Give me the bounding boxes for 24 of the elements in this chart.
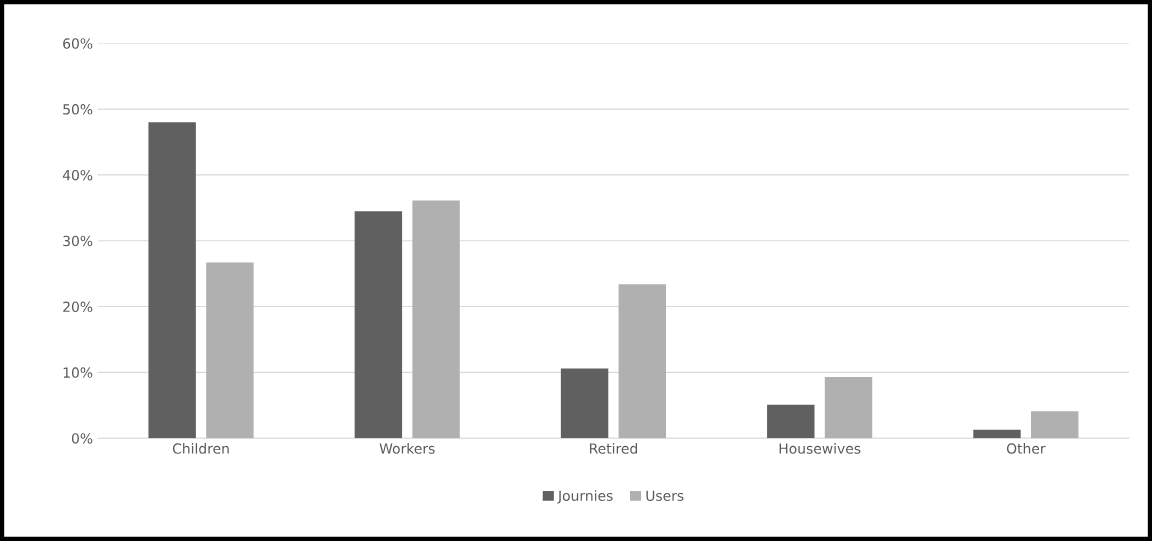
x-tick-label: Other (1006, 443, 1046, 454)
x-tick-label: Children (172, 443, 229, 454)
bar (824, 377, 873, 439)
x-tick-label: Retired (589, 443, 637, 454)
bar (560, 368, 609, 439)
bar (1031, 411, 1079, 439)
bar (618, 284, 667, 439)
bar (767, 404, 815, 439)
y-tick-label: 60% (63, 38, 93, 49)
legend-label: Journies (557, 490, 613, 504)
x-tick-label: Housewives (779, 443, 861, 454)
bar (148, 122, 196, 439)
bar (412, 200, 460, 439)
bar (973, 429, 1021, 439)
legend-label: Users (646, 490, 684, 501)
y-tick-label: 20% (63, 301, 93, 313)
bar (206, 262, 254, 439)
x-tick-label: Workers (379, 443, 435, 454)
y-tick-label: 40% (62, 169, 93, 181)
bar (354, 211, 403, 439)
y-tick-label: 30% (63, 235, 93, 247)
y-tick-label: 10% (63, 367, 93, 378)
y-tick-label: 50% (63, 104, 93, 115)
y-tick-label: 0% (71, 433, 93, 444)
